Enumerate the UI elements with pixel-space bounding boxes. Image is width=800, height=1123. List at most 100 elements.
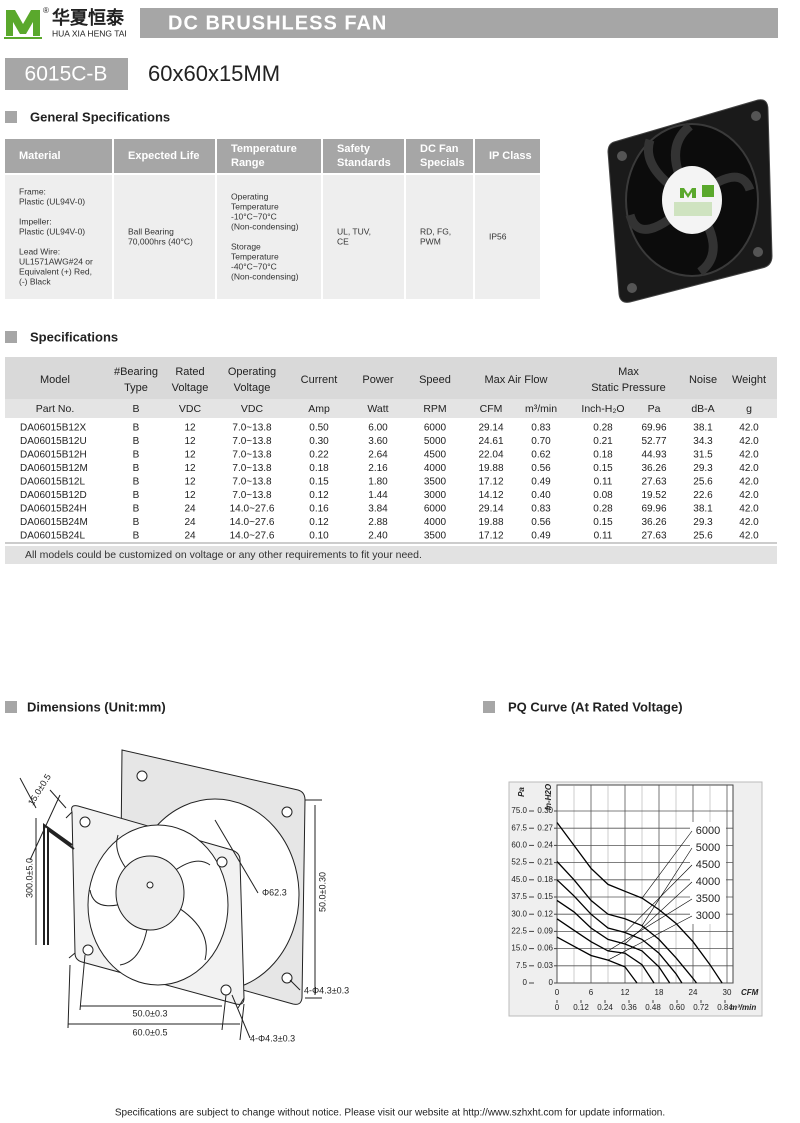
x2-tick-label: 0.84 [717, 1003, 733, 1012]
section-heading: PQ Curve (At Rated Voltage) [508, 699, 683, 714]
cell: 3.60 [368, 436, 388, 447]
body-cell [406, 175, 473, 299]
column-header: Voltage [234, 382, 271, 394]
mount-hole [220, 984, 232, 996]
fan-logo [680, 188, 696, 198]
hub-dot [146, 881, 154, 889]
x-tick-label: 6 [589, 988, 594, 997]
column-header: Noise [689, 374, 717, 386]
fan-hole [751, 111, 761, 121]
cell: 2.40 [368, 531, 388, 542]
cell: B [133, 436, 140, 447]
x-tick-label: 30 [723, 988, 732, 997]
y2-tick-label: 0.30 [537, 806, 553, 815]
dim-label: 4-Φ4.3±0.3 [304, 985, 349, 995]
leader-line [214, 819, 301, 1039]
column-header: IP Class [489, 150, 532, 162]
cell: 42.0 [739, 423, 759, 434]
note-bar [5, 546, 777, 564]
column-header: Weight [732, 374, 766, 386]
cell: 0.56 [531, 463, 551, 474]
fan-sticker [674, 202, 712, 216]
logo-en: HUA XIA HENG TAI [52, 28, 127, 38]
legend-pointer [641, 847, 693, 926]
unit-header: Amp [308, 403, 330, 415]
logo-reg: ® [43, 6, 49, 15]
x2-tick-label: 0.24 [597, 1003, 613, 1012]
column-header: Model [40, 374, 70, 386]
fan-label [662, 166, 722, 234]
x2-tick-label: 0.48 [645, 1003, 661, 1012]
y-tick-label: 15.0 [511, 944, 527, 953]
dim-label: 60.0±0.5 [133, 1027, 168, 1037]
unit-header: B [132, 403, 139, 415]
cell: B [133, 450, 140, 461]
hub [115, 855, 185, 931]
column-header: Range [231, 157, 265, 169]
cell: 0.12 [309, 490, 329, 501]
cell: 27.63 [641, 531, 666, 542]
section-heading: Dimensions (Unit:mm) [27, 699, 166, 714]
unit-header: CFM [480, 403, 503, 415]
part-number: DA06015B12M [20, 463, 88, 474]
cell: 7.0~13.8 [232, 423, 272, 434]
y-tick-label: 30.0 [511, 909, 527, 918]
fan-photo [607, 99, 773, 303]
y2-tick-label: 0.27 [537, 823, 553, 832]
column-header: Max Air Flow [485, 374, 548, 386]
dim-line [67, 954, 245, 1041]
footer: Specifications are subject to change wit… [115, 1108, 665, 1119]
cell-text: Equivalent (+) Red, [19, 266, 92, 276]
y-tick-label: 75.0 [511, 806, 527, 815]
x2-axis-label: m³/min [730, 1003, 756, 1012]
cell: 7.0~13.8 [232, 463, 272, 474]
cell: 0.22 [309, 450, 329, 461]
body-cell [475, 175, 540, 299]
cell-text: UL1571AWG#24 or [19, 256, 93, 266]
cell-text: UL, TUV, [337, 226, 371, 236]
y-tick-label: 7.5 [516, 961, 528, 970]
cell: 52.77 [641, 436, 666, 447]
cell: 0.21 [593, 436, 613, 447]
y2-tick-label: 0.21 [537, 858, 553, 867]
x-tick-label: 18 [655, 988, 664, 997]
cell: 22.04 [478, 450, 503, 461]
cell: 24 [184, 504, 196, 515]
y2-tick-label: 0.12 [537, 909, 553, 918]
cell: 31.5 [693, 450, 713, 461]
y-tick-label: 22.5 [511, 927, 527, 936]
cell: 7.0~13.8 [232, 436, 272, 447]
y2-tick-label: 0.09 [537, 927, 553, 936]
dim-line [305, 799, 322, 999]
cell: 0.16 [309, 504, 329, 515]
part-number: DA06015B12L [20, 477, 85, 488]
cell: 24 [184, 517, 196, 528]
part-number: DA06015B12U [20, 436, 87, 447]
dim-label: 4-Φ4.3±0.3 [250, 1033, 295, 1043]
cell: 29.3 [693, 463, 713, 474]
body-cell [5, 175, 112, 299]
y-tick-label: 60.0 [511, 841, 527, 850]
cell: 6000 [424, 504, 447, 515]
cell: 27.63 [641, 477, 666, 488]
x2-tick-label: 0.72 [693, 1003, 709, 1012]
dim-label: 15.0±0.5 [26, 772, 53, 807]
cell: 42.0 [739, 436, 759, 447]
cell-text: -10°C~70°C [231, 211, 277, 221]
part-number: DA06015B12X [20, 423, 86, 434]
cell: 0.18 [593, 450, 613, 461]
y2-tick-label: 0.18 [537, 875, 553, 884]
cell: 19.88 [478, 517, 503, 528]
table-units [5, 399, 777, 418]
heading-marker [5, 111, 17, 123]
section-heading: General Specifications [30, 109, 170, 124]
fan-hole [617, 151, 627, 161]
cell: 12 [184, 490, 196, 501]
fan-blades [625, 122, 755, 276]
part-number: DA06015B12H [20, 450, 87, 461]
y2-tick-label: 0.03 [537, 961, 553, 970]
cell: 14.12 [478, 490, 503, 501]
cell: 22.6 [693, 490, 713, 501]
section-heading: Specifications [30, 329, 118, 344]
cell-text: (-) Black [19, 276, 51, 286]
